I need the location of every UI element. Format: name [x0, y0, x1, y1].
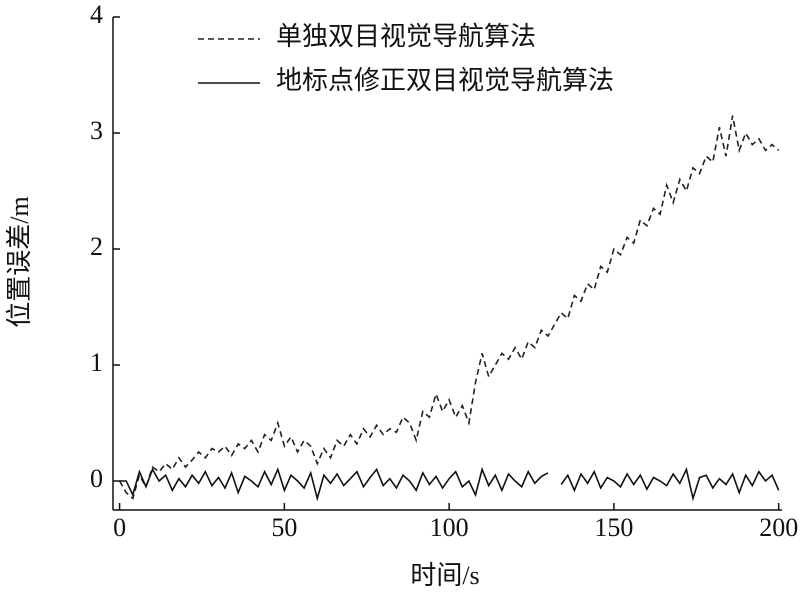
legend-label: 地标点修正双目视觉导航算法 [276, 66, 614, 95]
y-tick-label: 0 [90, 464, 103, 493]
legend-label: 单独双目视觉导航算法 [276, 22, 536, 51]
y-tick-label: 1 [90, 348, 103, 377]
x-tick-label: 100 [430, 513, 469, 542]
x-tick-label: 50 [271, 513, 297, 542]
y-tick-label: 4 [90, 0, 103, 29]
x-tick-label: 150 [594, 513, 633, 542]
y-tick-label: 3 [90, 116, 103, 145]
x-axis-label: 时间/s [410, 561, 479, 590]
x-tick-label: 200 [759, 513, 798, 542]
line-series [119, 466, 780, 502]
line-series [118, 115, 780, 500]
x-tick-label: 0 [113, 513, 126, 542]
y-axis-label: 位置误差/m [5, 196, 34, 327]
y-tick-label: 2 [90, 232, 103, 261]
